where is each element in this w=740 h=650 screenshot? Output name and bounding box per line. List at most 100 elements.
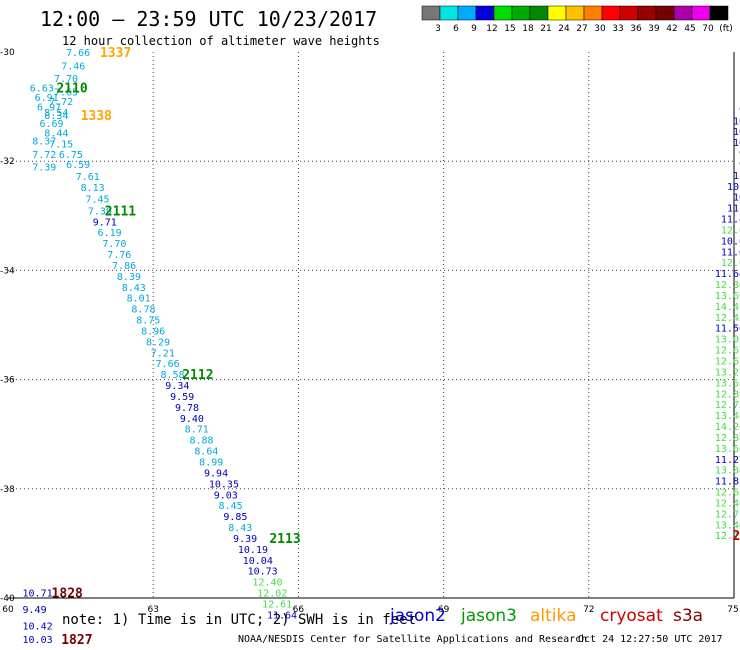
wave-height-label: 12.67	[715, 356, 740, 367]
colorbar-label: 27	[576, 24, 587, 34]
wave-height-label: 11	[733, 171, 740, 182]
wave-height-label: 13.60	[715, 291, 740, 302]
wave-height-label: 7.15	[49, 140, 73, 151]
wave-height-label: 8.54	[44, 108, 68, 119]
wave-height-label: 11.64	[267, 610, 297, 621]
wave-height-label: 7.39	[88, 206, 112, 217]
wave-height-label: 7.45	[85, 194, 109, 205]
wave-height-label: 9.39	[233, 534, 257, 545]
wave-height-label: 10.03	[23, 635, 53, 646]
colorbar-label: (ft)	[719, 24, 733, 34]
wave-height-label: 14.41	[715, 302, 740, 313]
wave-height-label: 12.61	[262, 599, 292, 610]
colorbar-swatch	[421, 5, 441, 21]
pass-time-label: 1828	[52, 587, 83, 602]
colorbar-swatch	[493, 5, 513, 21]
y-tick-label: -34	[0, 266, 15, 276]
colorbar-swatch	[619, 5, 639, 21]
wave-height-label: 7.21	[151, 348, 175, 359]
wave-height-label: 9.34	[165, 381, 189, 392]
wave-height-label: 11.50	[715, 324, 740, 335]
wave-height-label: 7.70	[102, 239, 126, 250]
wave-height-label: 7.66	[156, 359, 180, 370]
wave-height-label: 12.72	[715, 400, 740, 411]
wave-height-label: 8.64	[194, 447, 218, 458]
wave-height-label: 10.42	[23, 621, 53, 632]
colorbar-label: 18	[522, 24, 534, 34]
wave-height-label: 9	[739, 105, 740, 116]
x-tick-label: 75	[727, 605, 738, 615]
colorbar-swatch	[673, 5, 693, 21]
wave-height-label: 9	[739, 160, 740, 171]
wave-height-label: 8.13	[81, 183, 105, 194]
x-tick-label: 66	[293, 605, 305, 615]
wave-height-label: 8.78	[131, 305, 155, 316]
pass-time-label: 1827	[61, 633, 92, 648]
y-tick-label: -30	[0, 48, 15, 58]
wave-height-label: 13.40	[715, 520, 740, 531]
wave-height-label: 12.40	[252, 578, 282, 589]
y-tick-label: -40	[0, 594, 15, 604]
wave-height-label: 13.84	[715, 466, 740, 477]
pass-time-label: 1338	[81, 109, 112, 124]
wave-height-label: 8.44	[44, 128, 68, 139]
colorbar-swatch	[691, 5, 711, 21]
wave-height-label: 9.94	[204, 468, 228, 479]
footer-note: note: 1) Time is in UTC; 2) SWH is in fe…	[62, 612, 417, 628]
wave-height-label: 7.65	[54, 87, 78, 98]
y-tick-label: -32	[0, 157, 15, 167]
colorbar-swatch	[709, 5, 729, 21]
wave-height-label: 13.66	[715, 444, 740, 455]
wave-height-label: 7.86	[112, 261, 136, 272]
colorbar-label: 36	[630, 24, 642, 34]
legend-cryosat: cryosat	[600, 606, 663, 626]
wave-height-label: 14.20	[715, 422, 740, 433]
wave-height-label: 10.73	[248, 567, 278, 578]
wave-height-label: 12.30	[715, 280, 740, 291]
colorbar-label: 9	[471, 24, 477, 34]
wave-height-label: 12.43	[715, 313, 740, 324]
colorbar-label: 30	[594, 24, 606, 34]
colorbar-swatch	[601, 5, 621, 21]
wave-height-label: 9.59	[170, 392, 194, 403]
wave-height-label: 7.70	[54, 74, 78, 85]
wave-height-label: 6.59	[66, 160, 90, 171]
colorbar-label: 45	[684, 24, 695, 34]
colorbar-swatch	[511, 5, 531, 21]
wave-height-label: 8.96	[141, 326, 165, 337]
wave-height-label: 9.03	[214, 490, 238, 501]
x-tick-label: 69	[438, 605, 450, 615]
x-tick-label: 63	[147, 605, 158, 615]
wave-height-label: 7.39	[32, 163, 56, 174]
wave-height-label: 12.67	[715, 346, 740, 357]
legend-altika: altika	[530, 606, 577, 626]
wave-height-label: 10	[733, 127, 740, 138]
wave-height-label: 12.46	[715, 498, 740, 509]
wave-height-label: 8.29	[146, 337, 170, 348]
colorbar-swatch	[655, 5, 675, 21]
wave-height-label: 8.39	[117, 272, 141, 283]
pass-time-label: 2113	[269, 532, 300, 547]
colorbar-swatch	[637, 5, 657, 21]
credit-text: NOAA/NESDIS Center for Satellite Applica…	[238, 634, 588, 645]
wave-height-label: 8.45	[219, 501, 243, 512]
wave-height-label: 11.27	[715, 455, 740, 466]
wave-height-label: 7.76	[107, 250, 131, 261]
wave-height-label: 11.81	[715, 477, 740, 488]
wave-height-label: 8.99	[199, 458, 223, 469]
colorbar-swatch	[583, 5, 603, 21]
pass-time-label: 20	[732, 529, 740, 544]
wave-height-label: 12.0	[721, 225, 740, 236]
timestamp-text: Oct 24 12:27:50 UTC 2017	[578, 634, 723, 645]
wave-height-label: 10	[733, 116, 740, 127]
colorbar-swatch	[547, 5, 567, 21]
wave-height-label: 6.63	[30, 83, 54, 94]
pass-time-label: 1337	[100, 46, 131, 61]
wave-height-label: 11.	[727, 204, 740, 215]
wave-height-label: 9.85	[223, 512, 247, 523]
wave-height-label: 7.46	[61, 62, 85, 73]
wave-height-label: 7.61	[76, 172, 100, 183]
wave-height-label: 8.34	[44, 111, 68, 122]
wave-height-label: 9.49	[23, 605, 47, 616]
